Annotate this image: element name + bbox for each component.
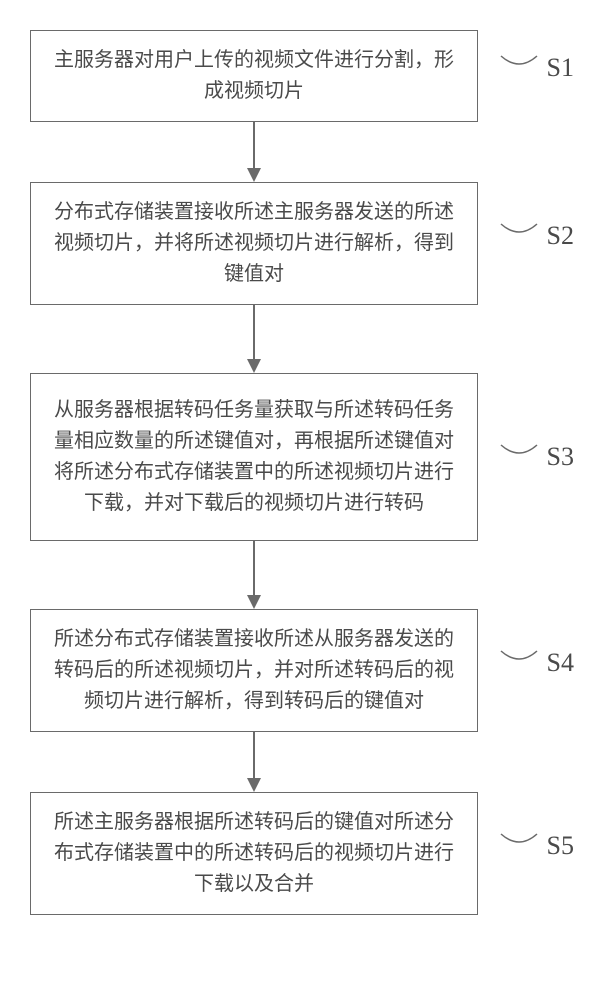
step-box-s5: 所述主服务器根据所述转码后的键值对所述分布式存储装置中的所述转码后的视频切片进行…	[30, 792, 478, 915]
connector-curve-icon	[499, 48, 539, 88]
step-text-s3: 从服务器根据转码任务量获取与所述转码任务量相应数量的所述键值对，再根据所述键值对…	[49, 395, 459, 519]
arrow-line	[253, 122, 255, 168]
arrow-head-icon	[247, 168, 261, 182]
arrow-head-icon	[247, 778, 261, 792]
step-label-text-s3: S3	[547, 442, 574, 472]
arrow-s4-s5	[30, 732, 478, 792]
step-label-s3: S3	[499, 437, 574, 477]
connector-curve-icon	[499, 826, 539, 866]
step-label-s1: S1	[499, 48, 574, 88]
arrow-line	[253, 541, 255, 595]
step-label-s2: S2	[499, 216, 574, 256]
arrow-s1-s2	[30, 122, 478, 182]
step-text-s5: 所述主服务器根据所述转码后的键值对所述分布式存储装置中的所述转码后的视频切片进行…	[49, 807, 459, 900]
step-row-s5: 所述主服务器根据所述转码后的键值对所述分布式存储装置中的所述转码后的视频切片进行…	[30, 792, 570, 915]
step-text-s4: 所述分布式存储装置接收所述从服务器发送的转码后的所述视频切片，并对所述转码后的视…	[49, 624, 459, 717]
step-row-s3: 从服务器根据转码任务量获取与所述转码任务量相应数量的所述键值对，再根据所述键值对…	[30, 373, 570, 541]
connector-curve-icon	[499, 216, 539, 256]
step-row-s4: 所述分布式存储装置接收所述从服务器发送的转码后的所述视频切片，并对所述转码后的视…	[30, 609, 570, 732]
arrow-s2-s3	[30, 305, 478, 373]
step-box-s2: 分布式存储装置接收所述主服务器发送的所述视频切片，并将所述视频切片进行解析，得到…	[30, 182, 478, 305]
step-text-s1: 主服务器对用户上传的视频文件进行分割，形成视频切片	[49, 45, 459, 107]
arrow-head-icon	[247, 359, 261, 373]
step-label-text-s1: S1	[547, 53, 574, 83]
arrow-line	[253, 732, 255, 778]
step-box-s4: 所述分布式存储装置接收所述从服务器发送的转码后的所述视频切片，并对所述转码后的视…	[30, 609, 478, 732]
step-label-s4: S4	[499, 643, 574, 683]
flowchart-container: 主服务器对用户上传的视频文件进行分割，形成视频切片 S1 分布式存储装置接收所述…	[30, 30, 570, 915]
arrow-head-icon	[247, 595, 261, 609]
step-label-text-s2: S2	[547, 221, 574, 251]
connector-curve-icon	[499, 643, 539, 683]
step-label-text-s4: S4	[547, 648, 574, 678]
step-row-s1: 主服务器对用户上传的视频文件进行分割，形成视频切片 S1	[30, 30, 570, 122]
step-text-s2: 分布式存储装置接收所述主服务器发送的所述视频切片，并将所述视频切片进行解析，得到…	[49, 197, 459, 290]
step-label-text-s5: S5	[547, 831, 574, 861]
connector-curve-icon	[499, 437, 539, 477]
step-box-s3: 从服务器根据转码任务量获取与所述转码任务量相应数量的所述键值对，再根据所述键值对…	[30, 373, 478, 541]
step-row-s2: 分布式存储装置接收所述主服务器发送的所述视频切片，并将所述视频切片进行解析，得到…	[30, 182, 570, 305]
arrow-line	[253, 305, 255, 359]
step-label-s5: S5	[499, 826, 574, 866]
step-box-s1: 主服务器对用户上传的视频文件进行分割，形成视频切片	[30, 30, 478, 122]
arrow-s3-s4	[30, 541, 478, 609]
